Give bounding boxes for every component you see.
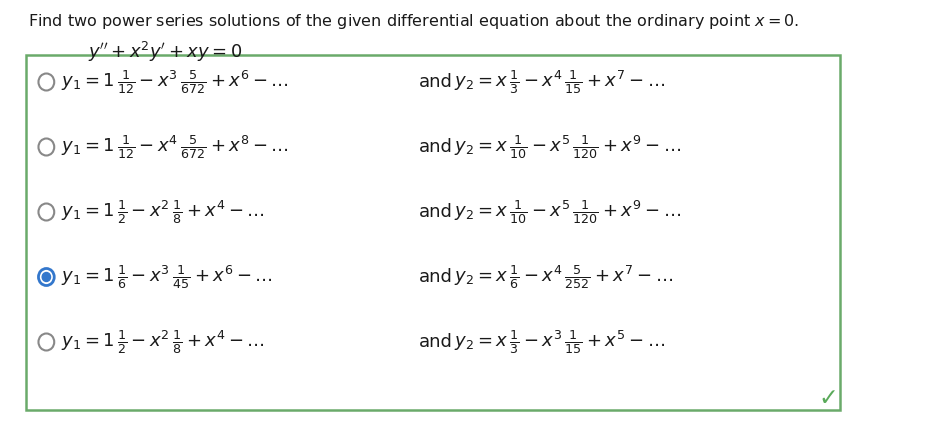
Text: $y_1 = 1\,\frac{1}{12}-x^3\,\frac{5}{672}+x^6 - \ldots$: $y_1 = 1\,\frac{1}{12}-x^3\,\frac{5}{672… (61, 68, 288, 96)
Text: and: and (418, 203, 452, 221)
FancyBboxPatch shape (26, 55, 839, 410)
Text: $y_1 = 1\,\frac{1}{6}-x^3\,\frac{1}{45}+x^6 - \ldots$: $y_1 = 1\,\frac{1}{6}-x^3\,\frac{1}{45}+… (61, 263, 272, 291)
Text: ✓: ✓ (817, 386, 837, 410)
Circle shape (38, 139, 54, 155)
Circle shape (42, 272, 51, 282)
Text: and: and (418, 138, 452, 156)
Text: $y_1 = 1\,\frac{1}{2}-x^2\,\frac{1}{8}+x^4 - \ldots$: $y_1 = 1\,\frac{1}{2}-x^2\,\frac{1}{8}+x… (61, 328, 265, 356)
Circle shape (38, 73, 54, 91)
Text: $y_2 = x\,\frac{1}{10}-x^5\,\frac{1}{120}+x^9 - \ldots$: $y_2 = x\,\frac{1}{10}-x^5\,\frac{1}{120… (454, 133, 680, 161)
Text: $y'' + x^2y' + xy = 0$: $y'' + x^2y' + xy = 0$ (88, 40, 242, 64)
Circle shape (38, 334, 54, 351)
Text: $y_1 = 1\,\frac{1}{2}-x^2\,\frac{1}{8}+x^4 - \ldots$: $y_1 = 1\,\frac{1}{2}-x^2\,\frac{1}{8}+x… (61, 198, 265, 226)
Text: $y_2 = x\,\frac{1}{3}-x^3\,\frac{1}{15}+x^5 - \ldots$: $y_2 = x\,\frac{1}{3}-x^3\,\frac{1}{15}+… (454, 328, 665, 356)
Text: $y_1 = 1\,\frac{1}{12}-x^4\,\frac{5}{672}+x^8 - \ldots$: $y_1 = 1\,\frac{1}{12}-x^4\,\frac{5}{672… (61, 133, 288, 161)
Text: and: and (418, 268, 452, 286)
Circle shape (38, 268, 54, 286)
Text: $y_2 = x\,\frac{1}{10}-x^5\,\frac{1}{120}+x^9 - \ldots$: $y_2 = x\,\frac{1}{10}-x^5\,\frac{1}{120… (454, 198, 680, 226)
Circle shape (38, 203, 54, 220)
Text: and: and (418, 333, 452, 351)
Text: Find two power series solutions of the given differential equation about the ord: Find two power series solutions of the g… (28, 12, 798, 31)
Text: $y_2 = x\,\frac{1}{3}-x^4\,\frac{1}{15}+x^7 - \ldots$: $y_2 = x\,\frac{1}{3}-x^4\,\frac{1}{15}+… (454, 68, 665, 96)
Text: $y_2 = x\,\frac{1}{6}-x^4\,\frac{5}{252}+x^7 - \ldots$: $y_2 = x\,\frac{1}{6}-x^4\,\frac{5}{252}… (454, 263, 673, 291)
Text: and: and (418, 73, 452, 91)
